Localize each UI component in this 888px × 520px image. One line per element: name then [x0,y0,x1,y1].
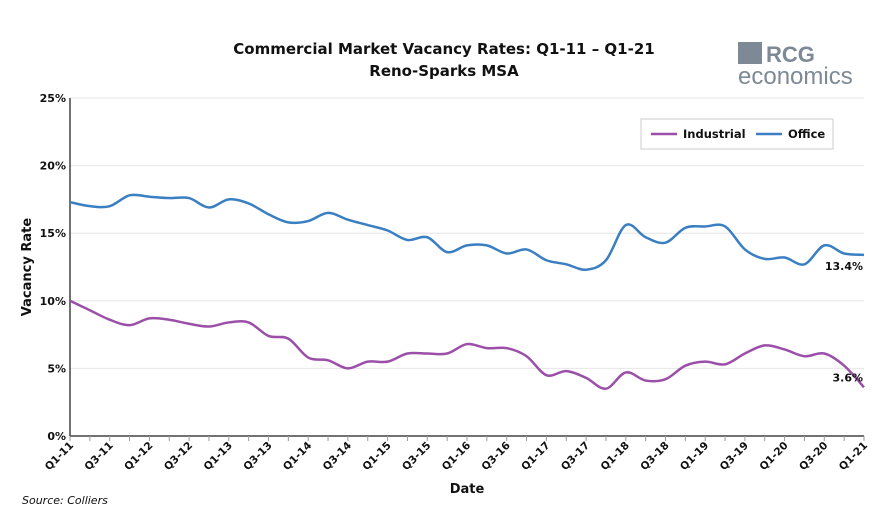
x-tick-label: Q3-13 [241,440,274,473]
x-tick-label: Q3-18 [638,440,671,473]
logo-mark [738,42,762,64]
legend-label-industrial: Industrial [683,127,746,141]
legend-label-office: Office [788,127,825,141]
x-tick-label: Q3-14 [321,440,354,473]
end-label-industrial: 3.6% [832,371,863,384]
x-tick-label: Q1-18 [599,440,632,473]
chart-title: Commercial Market Vacancy Rates: Q1-11 –… [233,40,655,58]
y-axis-label: Vacancy Rate [20,218,35,317]
chart-subtitle: Reno-Sparks MSA [369,62,519,80]
x-tick-label: Q1-13 [202,440,235,473]
x-tick-label: Q1-15 [360,440,393,473]
source-note: Source: Colliers [22,494,108,507]
x-tick-label: Q1-14 [281,440,314,473]
series-line-office [69,193,865,271]
rcg-economics-logo: RCG economics [738,42,853,90]
x-tick-label: Q1-11 [43,440,76,473]
x-tick-label: Q1-21 [837,440,870,473]
x-tick-label: Q3-17 [559,440,592,473]
x-tick-label: Q3-12 [162,440,195,473]
x-tick-label: Q1-12 [122,440,155,473]
series-line-industrial [69,299,865,390]
x-tick-label: Q1-20 [757,440,790,473]
x-tick-label: Q3-15 [400,440,433,473]
y-tick-label: 10% [40,295,66,308]
x-axis-label: Date [450,482,485,497]
end-label-office: 13.4% [825,260,863,273]
x-tick-label: Q3-19 [718,440,751,473]
y-tick-label: 5% [47,362,66,375]
y-tick-label: 15% [40,227,66,240]
y-tick-label: 20% [40,160,66,173]
x-tick-label: Q1-16 [440,440,473,473]
logo-top-text: RCG [766,42,815,67]
logo-bottom-text: economics [738,63,853,90]
x-tick-label: Q1-17 [519,440,552,473]
y-tick-label: 0% [47,430,66,443]
x-tick-label: Q3-20 [797,440,830,473]
x-tick-label: Q1-19 [678,440,711,473]
x-tick-label: Q3-11 [82,440,115,473]
y-tick-label: 25% [40,92,66,105]
x-tick-label: Q3-16 [479,440,512,473]
